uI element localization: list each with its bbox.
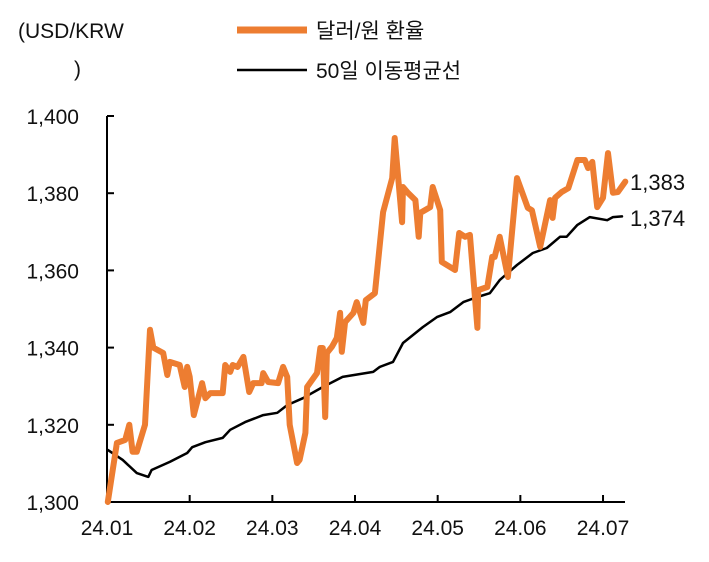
unit-label: (USD/KRW bbox=[18, 20, 124, 43]
y-tick-label: 1,300 bbox=[26, 492, 79, 515]
x-tick-label: 24.02 bbox=[163, 517, 216, 540]
y-tick-label: 1,340 bbox=[26, 338, 79, 361]
x-tick-label: 24.05 bbox=[411, 517, 464, 540]
x-tick-label: 24.06 bbox=[494, 517, 547, 540]
x-tick-label: 24.03 bbox=[246, 517, 299, 540]
tick-labels: 1,300 1,320 1,340 1,360 1,380 1,400 24.01 24.02… bbox=[26, 106, 629, 540]
y-tick-label: 1,380 bbox=[26, 183, 79, 206]
legend-label-exchange-rate: 달러/원 환율 bbox=[316, 20, 424, 43]
end-label-exchange-rate: 1,383 bbox=[630, 170, 685, 195]
y-tick-label: 1,400 bbox=[26, 106, 79, 129]
legend-label-moving-average: 50일 이동평균선 bbox=[316, 60, 461, 83]
x-tick-label: 24.07 bbox=[577, 517, 630, 540]
y-tick-label: 1,360 bbox=[26, 260, 79, 283]
x-tick-label: 24.01 bbox=[81, 517, 134, 540]
unit-label-close: ) bbox=[74, 58, 81, 81]
axes bbox=[106, 115, 625, 503]
series-group bbox=[104, 135, 629, 505]
moving-average-line bbox=[106, 215, 624, 479]
exchange-rate-line bbox=[104, 135, 629, 505]
y-tick-label: 1,320 bbox=[26, 415, 79, 438]
x-tick-label: 24.04 bbox=[329, 517, 382, 540]
end-label-moving-average: 1,374 bbox=[630, 206, 685, 231]
